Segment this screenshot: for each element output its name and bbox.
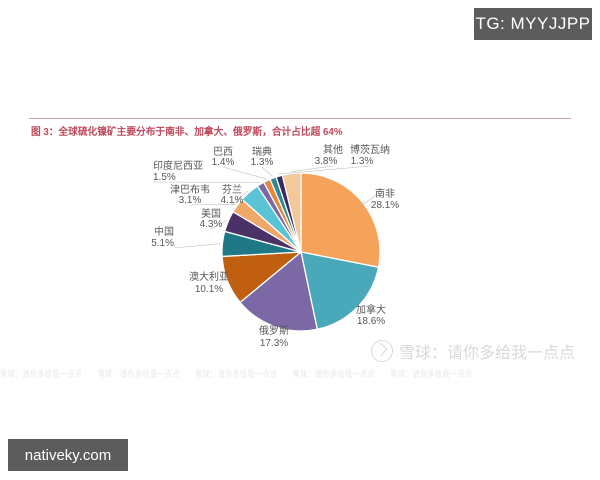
svg-text:17.3%: 17.3% [260,338,288,349]
svg-text:10.1%: 10.1% [195,284,223,295]
svg-text:其他: 其他 [323,143,343,156]
svg-text:俄罗斯: 俄罗斯 [259,324,289,337]
svg-text:5.1%: 5.1% [151,238,174,249]
svg-text:3.8%: 3.8% [315,156,338,167]
svg-text:1.4%: 1.4% [212,157,235,168]
svg-text:加拿大: 加拿大 [356,303,386,316]
svg-text:南非: 南非 [375,187,395,200]
svg-text:1.3%: 1.3% [351,156,374,167]
svg-text:中国: 中国 [154,225,174,238]
svg-text:澳大利亚: 澳大利亚 [189,270,229,283]
svg-text:4.1%: 4.1% [221,195,244,206]
svg-text:18.6%: 18.6% [357,316,385,327]
svg-text:印度尼西亚: 印度尼西亚 [153,159,203,172]
svg-text:28.1%: 28.1% [371,200,399,211]
svg-text:1.5%: 1.5% [153,172,176,183]
svg-text:博茨瓦纳: 博茨瓦纳 [350,143,390,156]
svg-text:1.3%: 1.3% [251,157,274,168]
svg-text:4.3%: 4.3% [200,219,223,230]
svg-text:3.1%: 3.1% [179,195,202,206]
